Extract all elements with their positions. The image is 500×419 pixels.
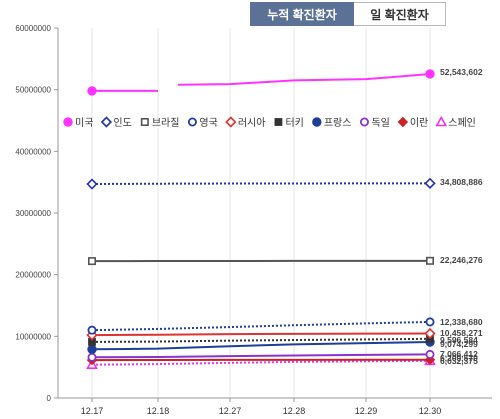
end-label-미국: 52,543,602 [440,67,483,77]
y-tick-label: 10000000 [15,332,51,341]
tab-bar: 누적 확진환자 일 확진환자 [250,2,446,26]
series-미국 [87,69,435,96]
legend-label-미국: 미국 [75,117,93,129]
point-러시아-12.30 [424,327,436,340]
legend-label-스페인: 스페인 [448,117,476,129]
point-브라질-12.30 [425,256,434,265]
y-tick-label: 0 [47,394,52,403]
y-tick-label: 30000000 [15,209,51,218]
series-러시아 [86,327,436,341]
tab-daily-cases[interactable]: 일 확진환자 [354,2,446,26]
legend-marker-브라질 [140,118,149,127]
legend-item-터키: 터키 [274,117,304,129]
legend-label-러시아: 러시아 [238,117,266,129]
legend-label-터키: 터키 [285,117,303,129]
series-layer [86,69,436,370]
series-영국 [87,317,435,335]
series-line-터키 [91,337,431,343]
axes: 0 10000000 20000000 30000000 40000000 5000000… [15,24,492,416]
legend-marker-러시아 [225,116,237,128]
legend-item-스페인: 스페인 [435,115,476,129]
legend-marker-프랑스 [312,117,322,127]
end-label-영국: 12,338,680 [440,317,483,327]
series-line-스페인 [91,359,431,366]
point-미국-12.17 [87,86,97,96]
legend-item-이란: 이란 [397,116,428,129]
series-line-영국 [91,320,431,332]
legend-label-이란: 이란 [410,117,428,129]
tab-cumulative-cases[interactable]: 누적 확진환자 [250,2,354,26]
legend-marker-영국 [187,117,197,127]
series-프랑스 [87,337,435,354]
series-브라질 [88,256,434,266]
point-브라질-12.17 [88,257,97,266]
series-독일 [87,349,435,362]
series-line-미국 [92,72,431,92]
y-tick-label: 60000000 [15,24,51,33]
legend-marker-터키 [274,118,283,126]
x-tick-label: 12.27 [219,406,242,416]
y-tick-label: 40000000 [15,147,51,156]
legend-item-영국: 영국 [187,117,218,129]
series-인도 [86,177,436,190]
end-label-브라질: 22,246,276 [440,255,483,265]
legend-item-인도: 인도 [100,116,132,129]
point-인도-12.17 [86,178,98,190]
legend-item-러시아: 러시아 [225,116,266,129]
series-line-프랑스 [91,341,431,351]
point-미국-12.30 [425,69,435,79]
legend-item-프랑스: 프랑스 [312,117,352,129]
point-영국-12.30 [425,317,435,327]
point-프랑스-12.17 [87,344,97,354]
end-labels: 6,032,3756,209,5707,066,4129,074,2999,59… [440,67,483,366]
series-line-인도 [91,182,431,186]
series-line-독일 [91,353,431,359]
end-label-러시아: 10,458,271 [440,328,483,338]
end-label-이란: 6,209,570 [440,353,478,363]
legend-item-독일: 독일 [359,117,390,129]
x-tick-label: 12.30 [419,406,442,416]
legend-marker-독일 [359,117,369,127]
point-독일-12.30 [425,349,435,359]
point-영국-12.17 [87,325,97,335]
y-tick-label: 20000000 [15,271,51,280]
y-tick-label: 50000000 [15,86,51,95]
x-tick-label: 12.28 [283,406,306,416]
legend-marker-인도 [100,116,113,128]
end-label-스페인: 6,032,375 [440,356,478,366]
legend-marker-미국 [63,117,73,127]
legend-label-인도: 인도 [113,117,131,129]
series-스페인 [86,354,436,370]
legend-marker-이란 [397,116,409,128]
x-tick-label: 12.29 [355,406,378,416]
end-label-프랑스: 9,074,299 [440,339,478,349]
legend-label-독일: 독일 [371,117,389,129]
end-label-독일: 7,066,412 [440,349,478,359]
legend: 미국 인도 브라질 영국 러시아 터키 프랑스 독일 이란 스페인 [63,115,476,129]
legend-label-영국: 영국 [199,117,217,129]
series-line-러시아 [91,332,431,337]
x-tick-label: 12.18 [147,406,170,416]
end-label-인도: 34,808,886 [440,177,483,187]
legend-item-브라질: 브라질 [140,117,180,129]
legend-label-프랑스: 프랑스 [324,117,352,129]
legend-label-브라질: 브라질 [152,117,180,129]
legend-marker-스페인 [435,115,448,127]
legend-item-미국: 미국 [63,117,93,129]
point-독일-12.17 [87,352,97,362]
end-label-터키: 9,596,584 [440,335,478,345]
x-tick-label: 12.17 [81,406,104,416]
point-인도-12.30 [424,177,436,189]
